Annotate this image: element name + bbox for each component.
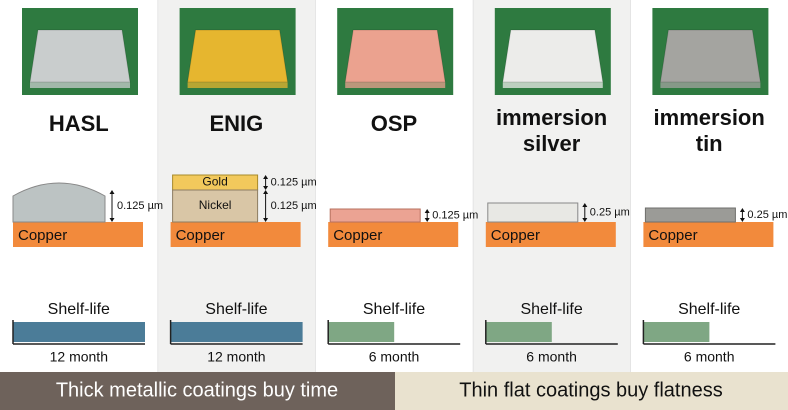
arrow-head [424,209,430,213]
pad-side [660,82,761,88]
arrow-head [739,218,745,222]
shelf-life-title: Shelf-life [678,301,740,318]
finish-name: tin [696,131,723,156]
layer-label: Nickel [199,198,232,212]
arrow-head [109,218,115,222]
shelf-life-label: 6 month [369,349,420,365]
finish-name: immersion [654,105,765,130]
shelf-life-bar [485,322,552,342]
copper [485,222,616,247]
thickness-label: 0.125 µm [117,200,163,212]
copper [170,222,301,247]
layer-label: Gold [202,175,227,189]
copper [13,222,143,247]
pad [659,29,761,83]
pad-side [187,82,288,88]
arrow-head [263,175,269,179]
thickness-label: 0.25 µm [590,206,630,218]
thickness-label: 0.125 µm [271,176,317,188]
pad [502,29,604,83]
finish-name: immersion [496,105,607,130]
shelf-life-label: 12 month [207,349,265,365]
pad-side [345,82,446,88]
thickness-label: 0.125 µm [432,209,478,221]
shelf-life-bar [13,322,145,342]
banner-right: Thin flat coatings buy flatness [459,379,722,401]
arrow-head [109,190,115,194]
banner-left-bg [0,372,395,410]
base-label: Copper [648,227,697,244]
arrow-head [263,186,269,190]
coating [644,207,736,223]
arrow-head [263,190,269,194]
banner-left: Thick metallic coatings buy time [56,379,338,401]
shelf-life-label: 6 month [684,349,735,365]
pad [344,29,446,83]
shelf-life-title: Shelf-life [205,301,267,318]
shelf-life-title: Shelf-life [363,301,425,318]
shelf-life-bar [170,322,303,342]
pad-side [502,82,603,88]
shelf-life-label: 6 month [526,349,577,365]
arrow-head [739,208,745,212]
finish-name: silver [523,131,581,156]
shelf-life-label: 12 month [50,349,108,365]
arrow-head [263,218,269,222]
finish-name: OSP [371,111,417,136]
base-label: Copper [18,227,67,244]
coating [172,189,259,223]
shelf-life-bar [643,322,710,342]
pad-side [30,82,130,88]
thickness-label: 0.25 µm [747,209,787,221]
coating [487,202,579,223]
arrow-head [582,218,588,222]
copper [643,222,774,247]
finish-name: HASL [49,111,109,136]
arrow-head [582,203,588,207]
banner-right-bg [395,372,788,410]
coating [329,208,421,223]
finish-name: ENIG [210,111,264,136]
base-label: Copper [333,227,382,244]
column: OSP Copper 0.125 µm Shelf-life 6 month [314,0,478,372]
arrow-head [424,218,430,222]
shelf-life-bar [328,322,395,342]
base-label: Copper [491,227,540,244]
pad [187,29,289,83]
copper [328,222,459,247]
column: ENIG Copper Gold 0.125 µm Nickel 0.125 µm Shel… [157,0,317,372]
shelf-life-title: Shelf-life [48,301,110,318]
shelf-life-title: Shelf-life [520,301,582,318]
coating [12,182,106,223]
base-label: Copper [176,227,225,244]
column: HASL Copper 0.125 µm Shelf-life 12 month [0,0,163,372]
pad [29,29,131,83]
thickness-label: 0.125 µm [271,200,317,212]
